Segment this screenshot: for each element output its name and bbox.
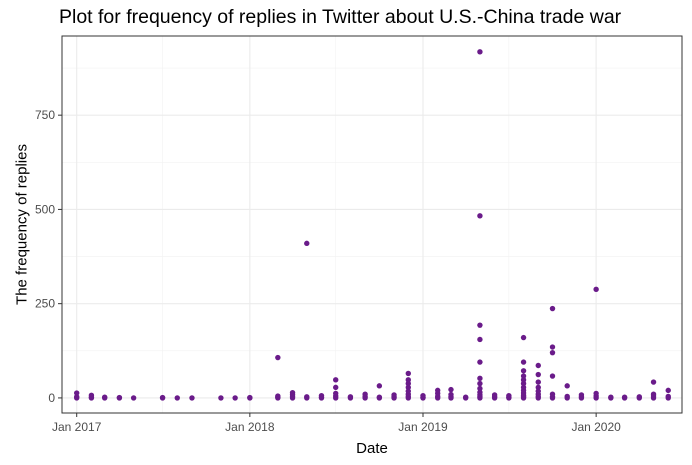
data-point [391,392,397,398]
data-point [535,388,541,394]
data-point [462,394,469,400]
y-tick-label: 750 [35,108,55,122]
data-point [564,383,570,389]
data-point [520,368,527,374]
data-point [564,393,570,400]
data-points [74,49,671,401]
data-point [477,359,483,365]
data-point [535,379,541,385]
data-point [333,377,339,383]
data-point [333,390,339,397]
data-point [88,392,95,398]
data-point [549,344,556,350]
data-point [477,385,483,392]
data-point [74,390,80,396]
data-point [174,395,180,401]
data-point [535,362,541,369]
data-point [477,322,483,328]
data-point [448,391,454,398]
data-point [593,286,599,293]
x-axis: Jan 2017 Jan 2018 Jan 2019 Jan 2020 [52,413,621,434]
data-point [549,349,556,356]
data-point [101,394,108,400]
data-point [130,395,137,401]
y-tick-label: 0 [48,391,55,405]
data-point [621,394,628,400]
data-point [578,392,585,398]
data-point [477,336,483,343]
data-point [549,305,556,312]
x-tick-label: Jan 2019 [398,420,448,434]
data-point [376,383,383,389]
y-axis: 0 250 500 750 [35,108,62,405]
data-point [304,240,310,247]
data-point [74,394,80,400]
data-point [665,393,671,400]
data-point [520,380,527,387]
data-point [275,393,281,399]
y-tick-label: 500 [35,202,55,216]
data-point [520,334,527,341]
grid-lines [62,36,682,413]
data-point [650,379,657,385]
data-point [520,384,527,391]
x-axis-title: Date [356,440,388,457]
data-point [477,389,483,395]
data-point [491,392,498,398]
data-point [636,394,643,400]
data-point [247,394,253,401]
x-tick-label: Jan 2018 [225,420,275,434]
data-point [405,380,411,387]
data-point [275,354,281,361]
data-point [116,394,123,401]
chart-title: Plot for frequency of replies in Twitter… [59,6,622,28]
data-point [333,384,339,391]
data-point [477,380,483,387]
data-point [593,390,599,397]
x-tick-label: Jan 2017 [52,420,102,434]
data-point [549,391,556,397]
data-point [520,377,527,383]
data-point [650,391,657,397]
data-point [435,387,441,394]
data-point [520,373,527,379]
data-point [362,391,368,397]
data-point [405,384,411,391]
data-point [477,375,483,382]
data-point [289,389,296,396]
data-point [477,213,483,219]
data-point [549,373,556,379]
data-point [608,394,614,400]
data-point [448,386,454,393]
data-point [535,384,541,391]
data-point [218,395,224,401]
data-point [405,370,411,377]
data-point [665,387,671,394]
data-point [520,359,527,365]
data-point [477,49,483,55]
x-tick-label: Jan 2020 [571,420,621,434]
data-point [506,392,512,399]
data-point [189,395,195,401]
data-point [347,394,354,400]
y-tick-label: 250 [35,297,55,311]
data-point [535,371,541,378]
data-point [318,392,325,399]
data-point [304,394,310,400]
data-point [159,394,166,401]
data-point [376,394,383,400]
panel-border [61,35,683,414]
data-point [405,377,411,383]
y-axis-title: The frequency of replies [13,144,30,305]
data-point [405,388,411,394]
data-point [232,395,238,401]
data-point [420,392,426,399]
